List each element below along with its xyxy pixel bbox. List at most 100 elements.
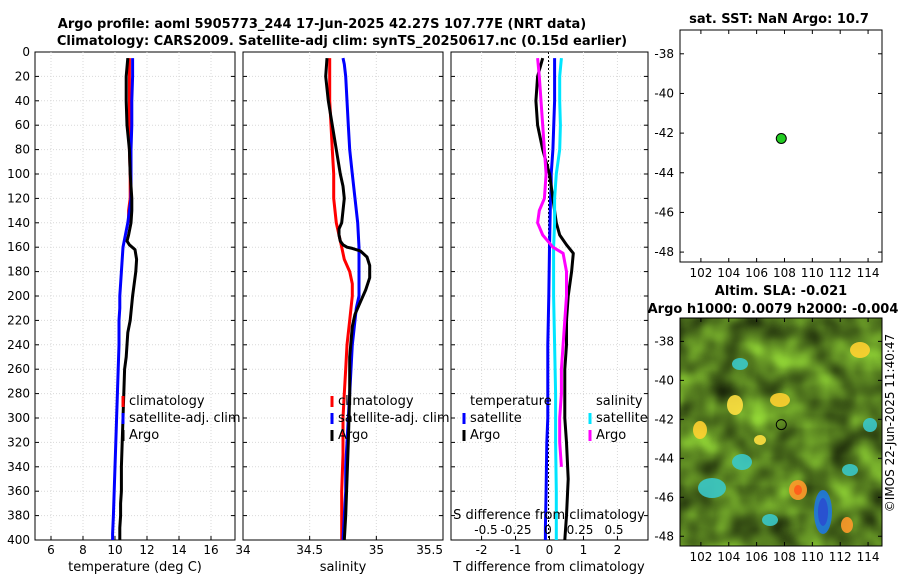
depth-tick-label: 220 [7,313,30,327]
sla-anomaly-blob [841,517,853,533]
map-x-tick-label: 112 [829,266,852,280]
map-x-tick-label: 106 [745,266,768,280]
series-line-t-satellite [543,58,557,540]
map-y-tick-label: -38 [654,47,674,61]
t-difference-xlabel: T difference from climatology [452,560,645,575]
series-line-argo [118,57,139,540]
argo-position-marker [775,132,787,144]
x-tick-label: -1 [510,543,522,557]
sla-noise-field [680,318,882,546]
depth-tick-label: 120 [7,191,30,205]
map-y-tick-label: -40 [654,373,674,387]
depth-tick-label: 380 [7,509,30,523]
map-x-tick-label: 108 [773,266,796,280]
sla-map-markers [775,419,787,431]
depth-tick-label: 180 [7,265,30,279]
legend-label: Argo [338,428,368,443]
sst-map-panel: sat. SST: NaN Argo: 10.7 102 104 106 108 110… [654,12,883,280]
map-x-tick-label: 102 [689,266,712,280]
legend-label: climatology [129,394,205,409]
depth-tick-label: 160 [7,240,30,254]
x-tick-label: 0 [546,543,554,557]
sla-anomaly-blob [732,358,748,370]
salinity-tick-labels: 34 34.5 35 35.5 [235,543,443,557]
x-tick-label: -2 [476,543,488,557]
temperature-grid [35,51,235,541]
map-x-tick-label: 102 [689,550,712,564]
salinity-panel: 34 34.5 35 35.5 salinity climatology satelli… [235,51,450,575]
series-line-s-argo [536,57,568,467]
depth-tick-labels: 0 20 40 60 80 100 120 140 160 180 200 220 240 260 280 3… [7,45,30,547]
legend-label: satellite [470,411,522,426]
s-difference-tick-label: -0.5 [474,523,497,537]
sst-map-frame [679,29,883,263]
x-tick-label: 16 [203,543,218,557]
difference-panel: -2 -1 0 1 2 -0.5 -0.25 0 0.25 0.5 S difference f… [450,51,649,575]
map-y-tick-label: -48 [654,529,674,543]
sla-title-line-1: Altim. SLA: -0.021 [715,284,847,299]
map-y-tick-label: -48 [654,245,674,259]
sla-map-ticks: 102 104 106 108 110 112 114 -48 -46 -44 -42 -40 -38 [654,318,882,564]
depth-tick-label: 60 [15,118,30,132]
x-tick-label: 1 [580,543,588,557]
sla-anomaly-blob [770,393,790,407]
depth-tick-label: 200 [7,289,30,303]
s-difference-tick-label: 0.5 [604,523,623,537]
title-line-1: Argo profile: aoml 5905773_244 17-Jun-20… [58,17,586,32]
map-x-tick-label: 110 [801,550,824,564]
x-tick-label: 34.5 [296,543,323,557]
map-y-tick-label: -46 [654,205,674,219]
map-x-tick-label: 110 [801,266,824,280]
salinity-lines [324,57,372,540]
x-tick-label: 6 [47,543,55,557]
sla-map-panel: Altim. SLA: -0.021 Argo h1000: 0.0079 h2… [648,284,899,564]
series-line-climatology [328,58,354,540]
depth-tick-label: 320 [7,435,30,449]
difference-lines [534,57,575,540]
x-tick-label: 2 [614,543,622,557]
legend-label: climatology [338,394,414,409]
t-difference-tick-labels: -2 -1 0 1 2 [476,543,622,557]
s-difference-tick-label: 0.25 [567,523,594,537]
map-x-tick-label: 104 [717,550,740,564]
series-line-t-argo [534,57,575,540]
salinity-legend: climatology satellite-adj. clim Argo [330,394,450,443]
depth-tick-label: 340 [7,460,30,474]
x-tick-label: 14 [171,543,186,557]
depth-tick-label: 0 [22,45,30,59]
temperature-xlabel: temperature (deg C) [68,560,202,575]
legend-label: satellite-adj. clim [338,411,450,426]
map-x-tick-label: 104 [717,266,740,280]
map-y-tick-label: -38 [654,334,674,348]
map-y-tick-label: -44 [654,166,674,180]
depth-tick-label: 400 [7,533,30,547]
argo-position-marker [775,419,787,431]
depth-tick-label: 40 [15,94,30,108]
depth-tick-label: 260 [7,362,30,376]
temperature-legend: climatology satellite-adj. clim Argo [121,394,241,443]
x-tick-label: 8 [79,543,87,557]
depth-tick-label: 280 [7,387,30,401]
series-line-satellite-adj-clim [341,57,361,540]
map-y-tick-label: -42 [654,126,674,140]
sla-anomalies [693,342,877,534]
map-y-tick-label: -46 [654,490,674,504]
legend-label: Argo [129,428,159,443]
sla-anomaly-blob [863,418,877,432]
x-tick-label: 34 [235,543,250,557]
sst-map-title: sat. SST: NaN Argo: 10.7 [689,12,869,27]
depth-tick-label: 20 [15,69,30,83]
sst-map-ticks: 102 104 106 108 110 112 114 -48 -46 -44 -42 -40 -38 [654,30,882,280]
legend-label: Argo [596,428,626,443]
map-y-tick-label: -44 [654,451,674,465]
sla-anomaly-blob [727,395,743,415]
temperature-panel: 0 20 40 60 80 100 120 140 160 180 200 220 240 260 280 3… [7,45,241,575]
legend-title-salinity: salinity [596,394,643,409]
imos-timestamp: ©IMOS 22-Jun-2025 11:40:47 [883,333,897,513]
depth-tick-label: 300 [7,411,30,425]
map-y-tick-label: -42 [654,412,674,426]
legend-label: Argo [470,428,500,443]
s-difference-label: S difference from climatology [453,508,645,523]
x-tick-label: 12 [139,543,154,557]
